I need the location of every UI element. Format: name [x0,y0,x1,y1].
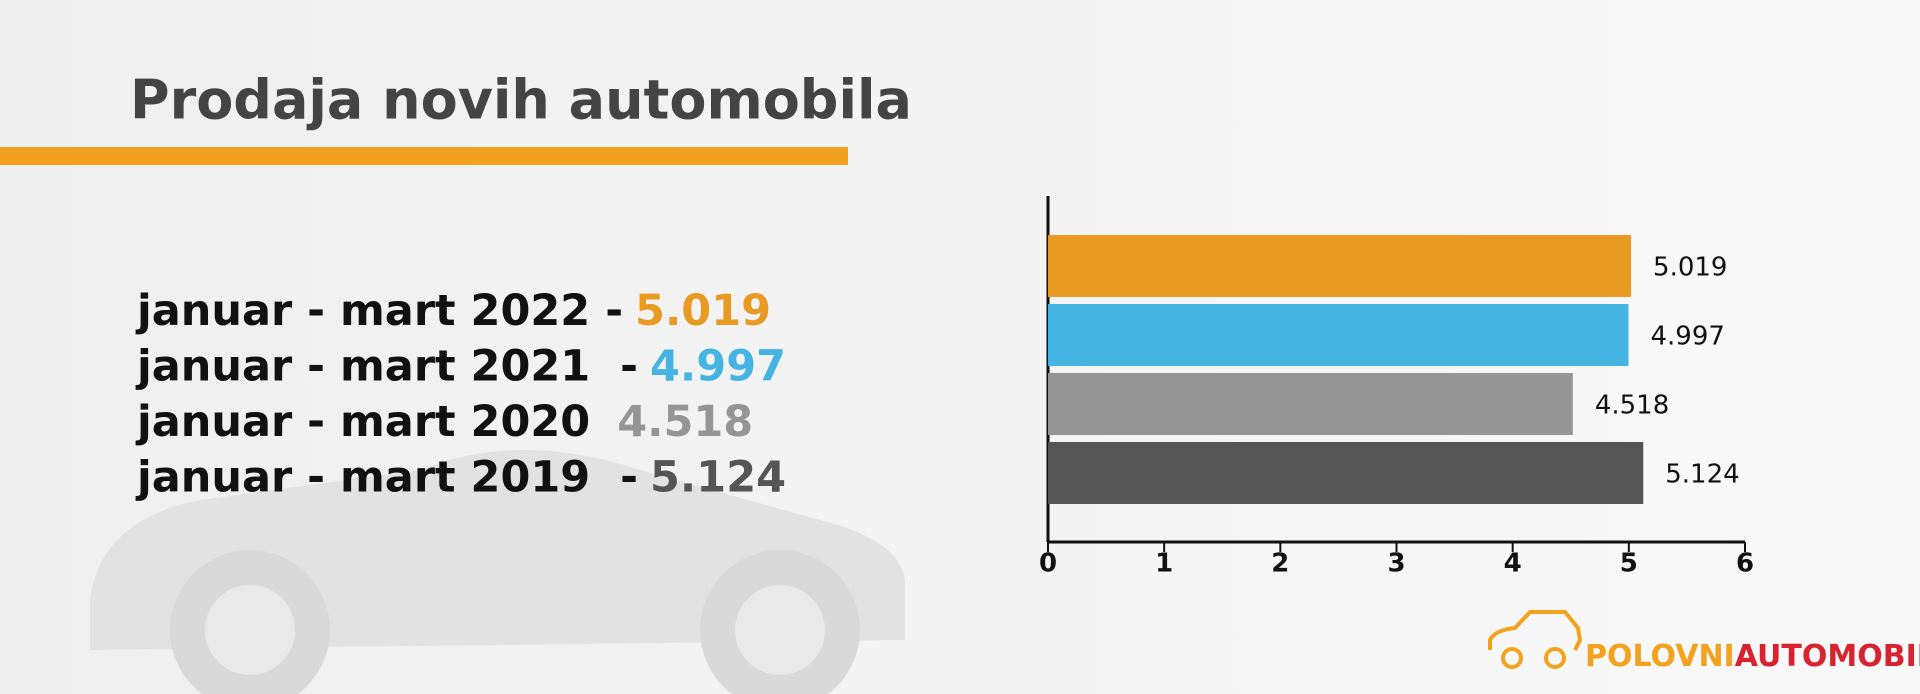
legend-entry: januar - mart 2022 -5.019 [135,286,771,336]
x-tick-label: 6 [1736,549,1754,579]
logo: POLOVNIAUTOMOBILI [1488,610,1920,674]
legend-value: 5.124 [650,452,786,502]
value-label: 5.019 [1653,253,1727,283]
title-underline [0,147,848,165]
x-tick-label: 2 [1271,549,1289,579]
value-label: 4.997 [1650,322,1724,352]
value-label: 5.124 [1665,460,1739,490]
legend-value: 4.997 [650,341,786,391]
bar [1048,304,1629,366]
chart-title: Prodaja novih automobila [130,69,912,132]
logo-first: POLOVNI [1585,639,1735,674]
legend-label: januar - mart 2019 - [135,452,638,502]
legend-value: 4.518 [617,397,753,447]
legend-label: januar - mart 2021 - [135,341,638,391]
legend-entry: januar - mart 2021 -4.997 [135,341,786,391]
x-tick-label: 0 [1039,549,1057,579]
legend-entry: januar - mart 2020 4.518 [135,397,753,447]
x-tick-label: 1 [1155,549,1173,579]
logo-second: AUTOMOBILI [1735,639,1920,674]
legend-label: januar - mart 2022 - [135,286,623,336]
logo-text: POLOVNIAUTOMOBILI [1585,639,1920,674]
x-tick-label: 3 [1387,549,1405,579]
bar [1048,235,1632,297]
x-tick-label: 4 [1504,549,1522,579]
bar [1048,442,1644,504]
legend-label: januar - mart 2020 [135,397,605,447]
value-label: 4.518 [1595,391,1669,421]
legend-value: 5.019 [635,286,771,336]
bar [1048,373,1573,435]
legend-entry: januar - mart 2019 -5.124 [135,452,786,502]
car-silhouette [90,450,905,694]
x-tick-label: 5 [1620,549,1638,579]
